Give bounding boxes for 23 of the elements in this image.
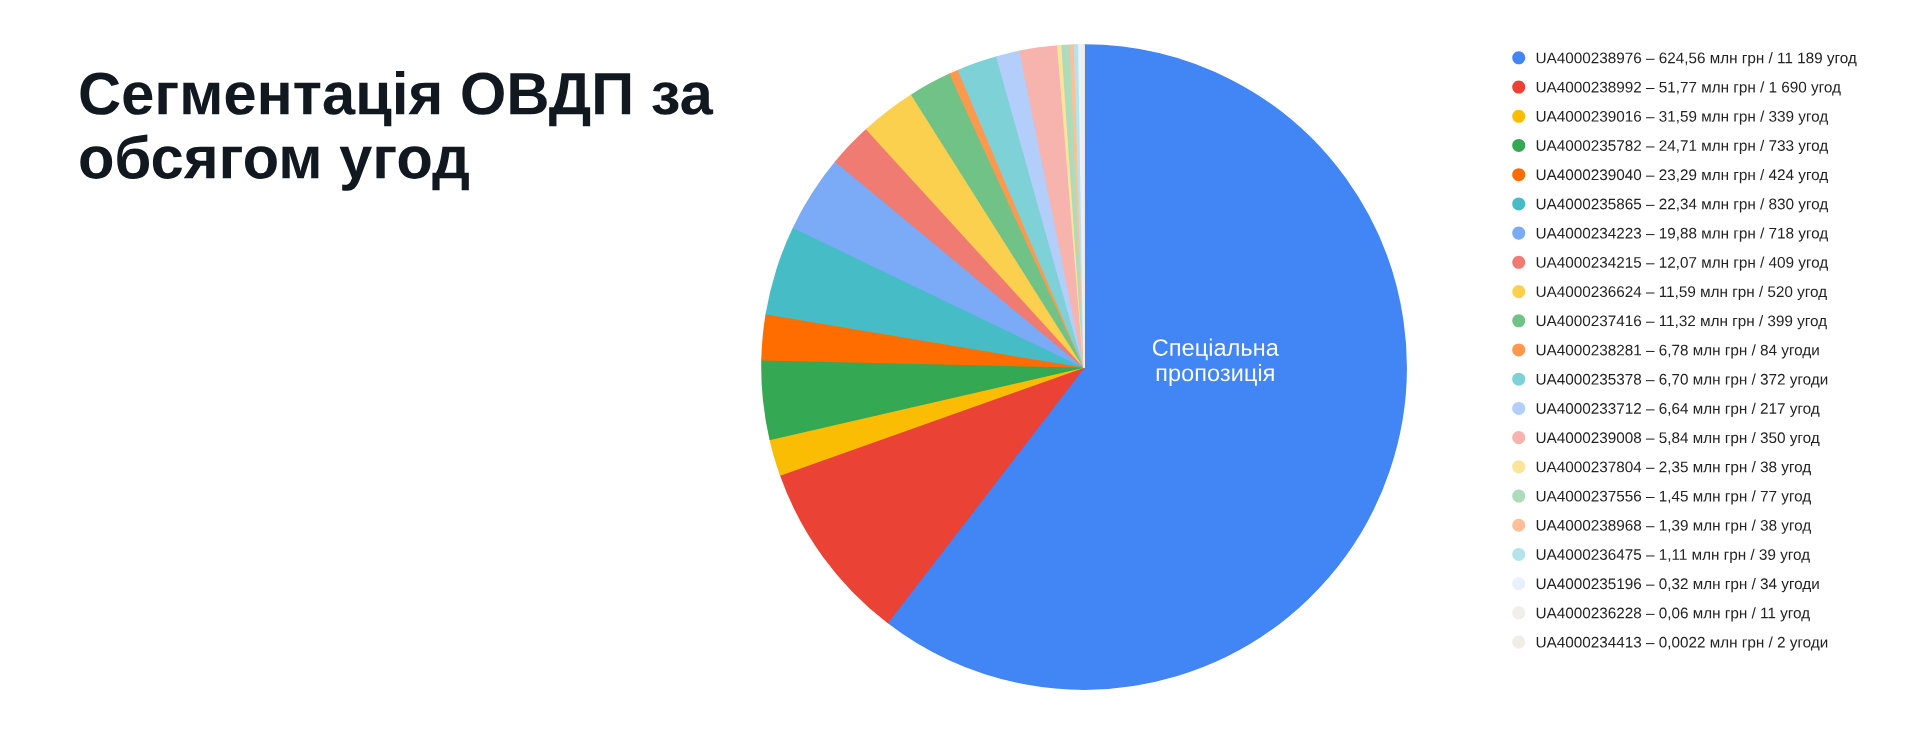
legend-label: UA4000237556 – 1,45 млн грн / 77 угод	[1536, 490, 1811, 505]
legend-label: UA4000234413 – 0,0022 млн грн / 2 угоди	[1536, 636, 1828, 651]
legend-label: UA4000239040 – 23,29 млн грн / 424 угод	[1536, 168, 1828, 184]
legend-label: UA4000233712 – 6,64 млн грн / 217 угод	[1536, 402, 1820, 417]
legend-label: UA4000238281 – 6,78 млн грн / 84 угоди	[1536, 344, 1819, 359]
legend-label: UA4000238976 – 624,56 млн грн / 11 189 угод	[1536, 52, 1857, 67]
legend-label: UA4000236624 – 11,59 млн грн / 520 угод	[1536, 285, 1827, 301]
legend-label: UA4000235196 – 0,32 млн грн / 34 угоди	[1536, 577, 1819, 593]
legend-label: UA4000235782 – 24,71 млн грн / 733 угод	[1536, 139, 1828, 154]
legend-label: UA4000235865 – 22,34 млн грн / 830 угод	[1536, 198, 1828, 213]
legend-label: UA4000237804 – 2,35 млн грн / 38 угод	[1536, 461, 1811, 476]
legend-label: UA4000236475 – 1,11 млн грн / 39 угод	[1536, 548, 1810, 563]
legend-label: UA4000239016 – 31,59 млн грн / 339 угод	[1536, 110, 1828, 125]
legend-label: UA4000239008 – 5,84 млн грн / 350 угод	[1536, 431, 1820, 447]
legend-label: UA4000236228 – 0,06 млн грн / 11 угод	[1536, 607, 1810, 622]
legend-label: UA4000234223 – 19,88 млн грн / 718 угод	[1536, 227, 1828, 242]
text: Спеціальна пропозиція	[1152, 338, 1279, 386]
legend-label: UA4000238992 – 51,77 млн грн / 1 690 угод	[1536, 81, 1841, 96]
legend-label: UA4000234215 – 12,07 млн грн / 409 угод	[1536, 256, 1828, 271]
legend-label: UA4000235378 – 6,70 млн грн / 372 угоди	[1536, 373, 1828, 388]
legend-label: UA4000238968 – 1,39 млн грн / 38 угод	[1536, 519, 1811, 534]
text: Сегментація ОВДП за обсягом угод	[80, 71, 714, 191]
legend-label: UA4000237416 – 11,32 млн грн / 399 угод	[1536, 315, 1827, 330]
